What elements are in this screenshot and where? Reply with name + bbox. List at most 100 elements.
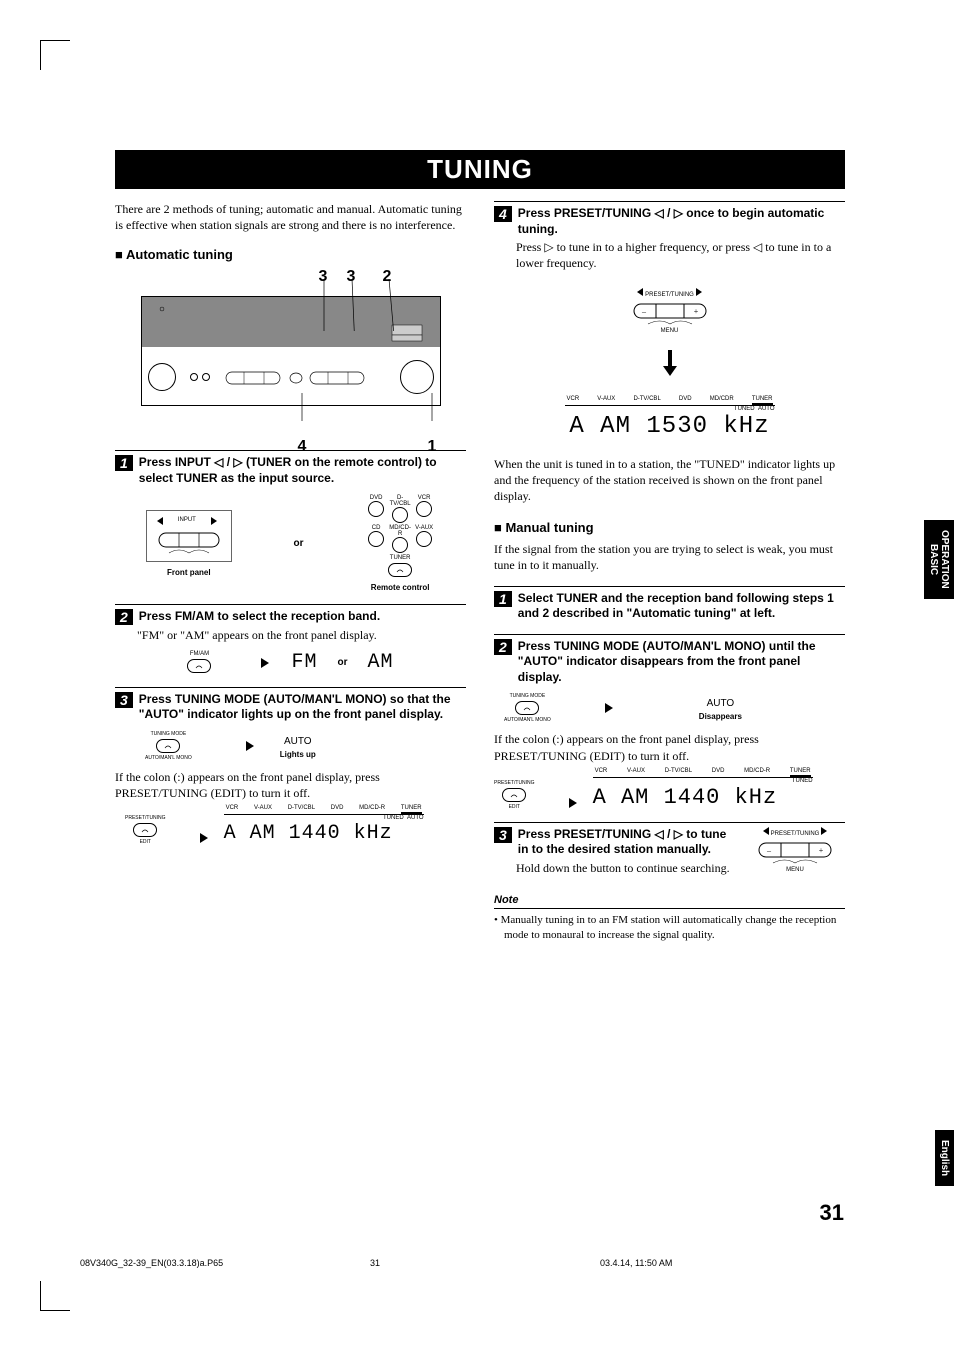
step-number-icon: 2 — [494, 639, 512, 655]
auto-manl-label: AUTO/MAN'L MONO — [145, 755, 192, 761]
step-number-icon: 2 — [115, 609, 133, 625]
step-3-body: If the colon (:) appears on the front pa… — [115, 769, 466, 801]
step-number-icon: 3 — [115, 692, 133, 708]
side-tab-basic-operation: OPERATIONBASIC — [924, 520, 954, 599]
step-2-title: Press FM/AM to select the reception band… — [139, 609, 466, 625]
or-label: or — [293, 538, 303, 549]
step-4-body: Press ▷ to tune in to a higher frequency… — [516, 239, 845, 271]
tuning-mode-button: TUNING MODE AUTO/MAN'L MONO — [145, 731, 192, 761]
step-number-icon: 1 — [494, 591, 512, 607]
indicator-strip: VCR V-AUX D-TV/CBL DVD MD/CD-R TUNER — [224, 805, 424, 815]
receiver-diagram: 3 3 2 — [131, 268, 451, 438]
auto-tuning-head: Automatic tuning — [115, 247, 466, 262]
remote-buttons: DVD D-TV/CBL VCR CD MD/CD-R V-AUX TUNER Remo… — [365, 495, 435, 592]
remote-mdcdr: MD/CD-R — [389, 525, 411, 537]
arrow-right-icon — [216, 739, 256, 753]
lights-up-label: Lights up — [280, 750, 316, 759]
intro-text: There are 2 methods of tuning; automatic… — [115, 201, 466, 233]
step-3-title: Press TUNING MODE (AUTO/MAN'L MONO) so t… — [139, 692, 466, 723]
arrow-right-icon — [575, 701, 615, 715]
rocker-switch-icon: –+ — [630, 298, 710, 328]
freq-display: A AM 1530 kHz — [565, 413, 775, 440]
fmam-label: FM/AM — [187, 651, 211, 657]
preset-tuning-button: PRESET/TUNING EDIT — [494, 780, 535, 810]
m3-body: Hold down the button to continue searchi… — [516, 860, 733, 876]
step-2-body: "FM" or "AM" appears on the front panel … — [137, 627, 466, 643]
remote-control-label: Remote control — [365, 583, 435, 592]
edit-label: EDIT — [494, 804, 535, 810]
preset-tuning-label: PRESET/TUNING — [494, 780, 535, 786]
freq-display: A AM 1440 kHz — [224, 822, 424, 845]
auto-indicator: AUTO — [707, 698, 735, 709]
side-tab-english: English — [935, 1130, 954, 1186]
svg-text:–: – — [766, 846, 772, 855]
step-4: 4 Press PRESET/TUNING ◁ / ▷ once to begi… — [494, 201, 845, 504]
tuning-mode-label: TUNING MODE — [145, 731, 192, 737]
step-4-after: When the unit is tuned in to a station, … — [494, 456, 845, 505]
front-panel-label: Front panel — [146, 568, 232, 577]
label-1: 1 — [428, 438, 437, 456]
manual-step-3: 3 Press PRESET/TUNING ◁ / ▷ to tune in t… — [494, 822, 845, 876]
step-number-icon: 3 — [494, 827, 512, 843]
tuning-mode-button: TUNING MODE AUTO/MAN'L MONO — [504, 693, 551, 723]
svg-text:–: – — [641, 307, 647, 316]
menu-label: MENU — [494, 328, 845, 334]
m3-title: Press PRESET/TUNING ◁ / ▷ to tune in to … — [518, 827, 733, 858]
page-content: TUNING There are 2 methods of tuning; au… — [115, 150, 845, 942]
tuning-title: TUNING — [115, 150, 845, 189]
step-4-title: Press PRESET/TUNING ◁ / ▷ once to begin … — [518, 206, 845, 237]
remote-vaux: V-AUX — [415, 525, 433, 531]
right-column: 4 Press PRESET/TUNING ◁ / ▷ once to begi… — [494, 201, 845, 942]
arrow-down-icon — [663, 348, 677, 378]
crop-mark — [40, 40, 70, 70]
arrow-right-icon — [231, 656, 271, 670]
arrow-right-icon — [549, 796, 579, 810]
left-column: There are 2 methods of tuning; automatic… — [115, 201, 466, 942]
freq-display: A AM 1440 kHz — [593, 785, 813, 810]
step-3: 3 Press TUNING MODE (AUTO/MAN'L MONO) so… — [115, 687, 466, 846]
indicator-strip: VCR V-AUX D-TV/CBL DVD MD/CD-R TUNER — [593, 768, 813, 778]
auto-indicator: AUTO — [284, 736, 312, 747]
remote-cd: CD — [372, 525, 381, 531]
indicator-strip: VCR V-AUX D-TV/CBL DVD MD/CDR TUNER — [565, 396, 775, 406]
m1-title: Select TUNER and the reception band foll… — [518, 591, 845, 622]
arrow-right-icon — [180, 831, 210, 845]
manual-tuning-head: Manual tuning — [494, 520, 845, 535]
auto-manl-label: AUTO/MAN'L MONO — [504, 717, 551, 723]
fmam-button: FM/AM — [187, 651, 211, 675]
svg-text:+: + — [693, 307, 698, 316]
manual-step-1: 1 Select TUNER and the reception band fo… — [494, 586, 845, 622]
disappears-label: Disappears — [699, 712, 742, 721]
preset-tuning-label: PRESET/TUNING — [125, 815, 166, 821]
remote-vcr: VCR — [418, 495, 431, 501]
note-heading: Note — [494, 894, 845, 909]
edit-label: EDIT — [125, 839, 166, 845]
rocker-switch-icon: –+ — [755, 837, 835, 867]
or-label: or — [338, 657, 348, 668]
label-4: 4 — [298, 438, 307, 456]
crop-mark — [40, 1281, 70, 1311]
footer-timestamp: 03.4.14, 11:50 AM — [600, 1258, 672, 1268]
am-display: AM — [368, 651, 394, 674]
footer-filename: 08V340G_32-39_EN(03.3.18)a.P65 — [80, 1258, 223, 1268]
page-number: 31 — [820, 1200, 844, 1226]
tuning-mode-label: TUNING MODE — [504, 693, 551, 699]
remote-tuner-label: TUNER — [365, 555, 435, 561]
step-2: 2 Press FM/AM to select the reception ba… — [115, 604, 466, 675]
remote-dtv: D-TV/CBL — [390, 495, 411, 507]
menu-label: MENU — [745, 867, 845, 873]
note-body: • Manually tuning in to an FM station wi… — [494, 913, 845, 942]
m2-title: Press TUNING MODE (AUTO/MAN'L MONO) unti… — [518, 639, 845, 686]
remote-dvd: DVD — [370, 495, 383, 501]
manual-intro: If the signal from the station you are t… — [494, 541, 845, 573]
m2-body: If the colon (:) appears on the front pa… — [494, 731, 845, 763]
fm-display: FM — [291, 651, 317, 674]
svg-text:+: + — [819, 846, 824, 855]
step-number-icon: 4 — [494, 206, 512, 222]
preset-tuning-button: PRESET/TUNING EDIT — [125, 815, 166, 845]
front-panel-knob: INPUT Front panel — [146, 510, 232, 577]
step-1-title: Press INPUT ◁ / ▷ (TUNER on the remote c… — [139, 455, 466, 486]
input-label: INPUT — [178, 517, 196, 527]
manual-step-2: 2 Press TUNING MODE (AUTO/MAN'L MONO) un… — [494, 634, 845, 810]
step-1: 1 Press INPUT ◁ / ▷ (TUNER on the remote… — [115, 450, 466, 591]
